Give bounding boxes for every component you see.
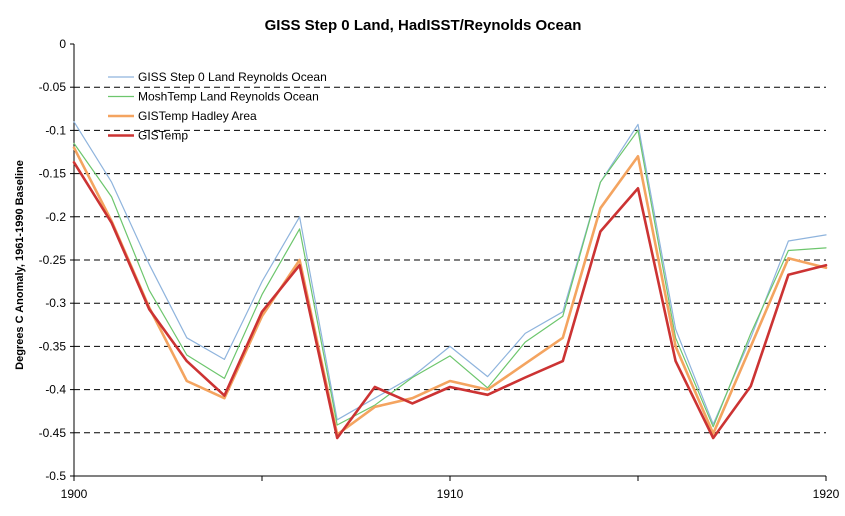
legend-entry: GISTemp — [138, 129, 188, 143]
y-tick-label: -0.35 — [39, 339, 67, 353]
series-line-2 — [73, 129, 827, 428]
y-tick-label: -0.05 — [39, 80, 67, 94]
series-line-1 — [73, 121, 827, 425]
series-lines — [72, 121, 828, 440]
y-tick-label: -0.5 — [45, 469, 66, 483]
legend: GISS Step 0 Land Reynolds Ocean MoshTemp … — [108, 70, 327, 143]
y-tick-label: -0.2 — [45, 210, 66, 224]
x-tick-label: 1900 — [61, 487, 88, 501]
series-line-4 — [72, 161, 828, 440]
axes — [70, 43, 827, 481]
y-tick-label: -0.4 — [45, 383, 66, 397]
legend-entry: GISTemp Hadley Area — [138, 109, 257, 123]
y-tick-label: 0 — [59, 37, 66, 51]
y-tick-label: -0.3 — [45, 296, 66, 310]
x-tick-label: 1920 — [813, 487, 840, 501]
y-tick-label: -0.1 — [45, 123, 66, 137]
y-axis-label: Degrees C Anomaly, 1961-1990 Baseline — [14, 160, 26, 370]
x-tick-label: 1910 — [437, 487, 464, 501]
y-tick-labels: 0 -0.05 -0.1 -0.15 -0.2 -0.25 -0.3 -0.35 -0.4 -0.… — [39, 37, 67, 483]
y-tick-label: -0.15 — [39, 167, 67, 181]
x-tick-labels: 1900 1910 1920 — [61, 487, 840, 501]
series-line-3 — [72, 146, 828, 436]
legend-entry: MoshTemp Land Reynolds Ocean — [138, 90, 319, 104]
chart-title: GISS Step 0 Land, HadISST/Reynolds Ocean — [265, 17, 582, 34]
legend-entry: GISS Step 0 Land Reynolds Ocean — [138, 70, 327, 84]
gridlines — [74, 86, 826, 434]
y-tick-label: -0.25 — [39, 253, 67, 267]
y-tick-label: -0.45 — [39, 426, 67, 440]
